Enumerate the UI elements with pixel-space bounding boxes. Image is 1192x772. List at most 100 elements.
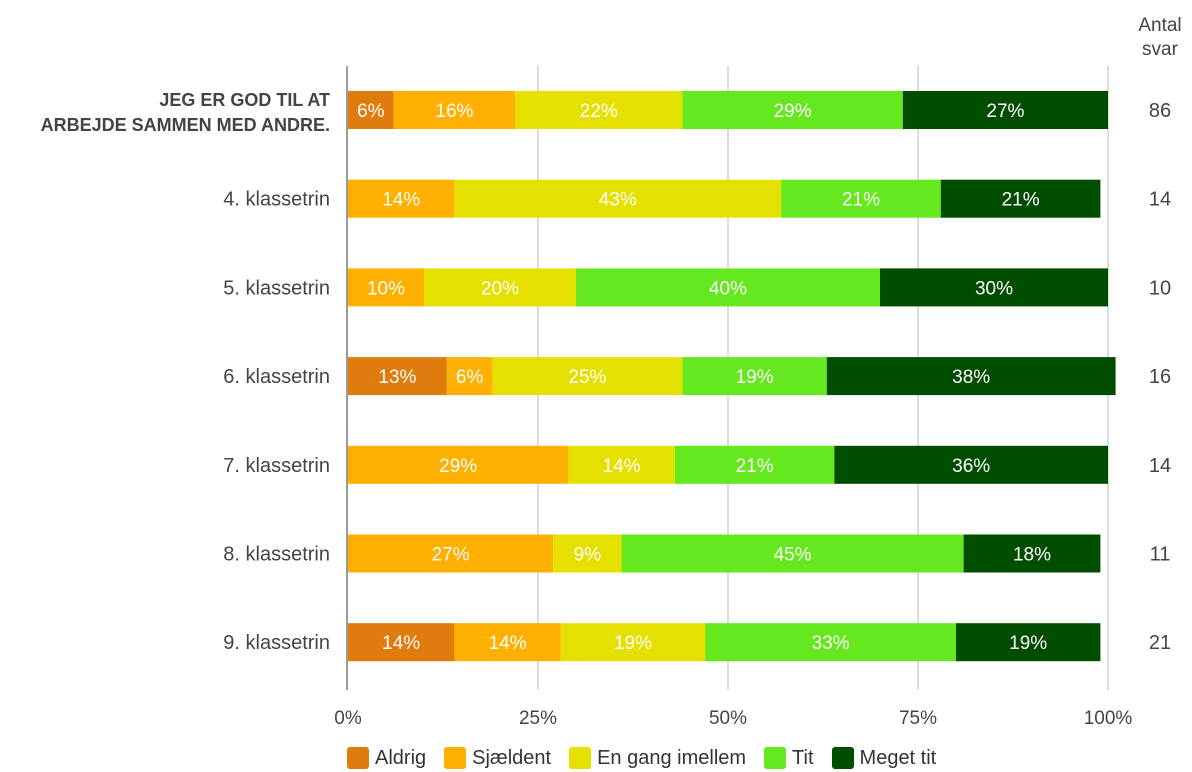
legend-item: Tit xyxy=(764,746,814,770)
x-tick-label: 25% xyxy=(519,708,557,729)
bar-segment xyxy=(568,445,675,484)
legend-label: Meget tit xyxy=(859,746,937,769)
bar-value-label: 27% xyxy=(432,545,470,566)
bar-value-label: 21% xyxy=(736,456,774,477)
count-value: 16 xyxy=(1149,366,1171,388)
bar-value-label: 13% xyxy=(378,367,416,388)
bar-value-label: 36% xyxy=(952,456,990,477)
bar-segment xyxy=(424,268,576,307)
bar-segment xyxy=(515,91,683,129)
bar-value-label: 19% xyxy=(1009,633,1047,654)
bar-segment xyxy=(682,357,827,396)
bar-value-label: 21% xyxy=(1002,190,1040,211)
bar-value-label: 19% xyxy=(614,633,652,654)
legend-swatch xyxy=(347,747,369,769)
bar-value-label: 20% xyxy=(481,278,519,299)
x-tick-label: 50% xyxy=(709,708,747,729)
category-label: JEG ER GOD TIL AT xyxy=(159,90,330,110)
chart-legend: Aldrig Sjældent En gang imellem Tit Meget ti… xyxy=(347,744,954,772)
bar-value-label: 33% xyxy=(812,633,850,654)
bar-value-label: 14% xyxy=(489,633,527,654)
bar-segment xyxy=(682,91,903,129)
x-tick-label: 100% xyxy=(1084,708,1133,729)
bar-value-label: 43% xyxy=(599,190,637,211)
bar-value-label: 18% xyxy=(1013,545,1051,566)
category-label: 5. klassetrin xyxy=(223,277,330,299)
bar-segment xyxy=(560,623,706,662)
bar-segment xyxy=(454,179,782,218)
bar-segment xyxy=(705,623,956,662)
bar-value-label: 45% xyxy=(774,545,812,566)
count-value: 11 xyxy=(1150,544,1171,566)
legend-label: Sjældent xyxy=(472,746,552,769)
bar-segment xyxy=(834,445,1108,484)
legend-label: Tit xyxy=(792,746,814,769)
legend-item: En gang imellem xyxy=(569,747,746,770)
count-column-header: Antal svar xyxy=(1128,14,1192,62)
category-label: 9. klassetrin xyxy=(223,632,330,654)
count-header-line1: Antal xyxy=(1138,15,1182,36)
bar-value-label: 30% xyxy=(975,278,1013,299)
bar-segment xyxy=(826,357,1116,396)
bar-segment xyxy=(446,357,493,396)
bar-segment xyxy=(940,179,1101,218)
legend-swatch xyxy=(569,747,592,769)
bar-segment xyxy=(348,623,455,662)
bar-segment xyxy=(902,91,1108,129)
count-header-line2: svar xyxy=(1142,39,1178,60)
bar-value-label: 14% xyxy=(382,190,420,211)
bar-value-label: 29% xyxy=(439,456,477,477)
count-value: 21 xyxy=(1149,632,1171,654)
bar-value-label: 27% xyxy=(986,101,1024,122)
category-label: ARBEJDE SAMMEN MED ANDRE. xyxy=(41,115,330,135)
bar-value-label: 6% xyxy=(456,367,484,388)
bar-value-label: 21% xyxy=(842,190,880,211)
count-value: 10 xyxy=(1149,277,1171,299)
bar-segment xyxy=(553,534,622,573)
bar-segment xyxy=(348,445,569,484)
bar-segment xyxy=(781,179,941,218)
bar-value-label: 22% xyxy=(580,101,618,122)
bar-segment xyxy=(348,268,424,307)
legend-item: Sjældent xyxy=(444,747,551,770)
category-label: 8. klassetrin xyxy=(223,544,330,566)
bar-segment xyxy=(621,534,964,573)
bar-value-label: 14% xyxy=(603,456,641,477)
bar-value-label: 29% xyxy=(774,101,812,122)
bar-segment xyxy=(963,534,1101,573)
x-tick-label: 75% xyxy=(899,708,937,729)
category-label: 4. klassetrin xyxy=(223,189,330,211)
legend-label: En gang imellem xyxy=(597,746,747,769)
legend-swatch xyxy=(764,747,787,769)
category-label: 6. klassetrin xyxy=(223,366,330,388)
x-tick-label: 0% xyxy=(334,708,362,729)
bar-segment xyxy=(393,91,516,129)
bar-value-label: 16% xyxy=(435,101,473,122)
bar-segment xyxy=(880,268,1108,307)
count-value: 14 xyxy=(1149,189,1171,211)
bar-segment xyxy=(348,534,554,573)
bar-value-label: 38% xyxy=(952,367,990,388)
bar-value-label: 19% xyxy=(736,367,774,388)
bar-value-label: 10% xyxy=(367,278,405,299)
bar-value-label: 6% xyxy=(357,101,385,122)
category-label: 7. klassetrin xyxy=(223,455,330,477)
bar-segment xyxy=(348,357,447,396)
bar-value-label: 9% xyxy=(574,545,602,566)
bar-segment xyxy=(674,445,835,484)
legend-swatch xyxy=(444,747,467,769)
count-value: 14 xyxy=(1149,455,1171,477)
legend-label: Aldrig xyxy=(375,746,427,769)
legend-item: Meget tit xyxy=(831,746,937,770)
bar-value-label: 14% xyxy=(382,633,420,654)
bar-segment xyxy=(576,268,880,307)
bar-segment xyxy=(956,623,1101,662)
legend-item: Aldrig xyxy=(347,747,426,770)
legend-swatch xyxy=(831,747,854,769)
bar-segment xyxy=(348,179,455,218)
bar-segment xyxy=(492,357,683,396)
bar-value-label: 40% xyxy=(709,278,747,299)
bar-segment xyxy=(348,91,394,129)
bar-segment xyxy=(454,623,561,662)
